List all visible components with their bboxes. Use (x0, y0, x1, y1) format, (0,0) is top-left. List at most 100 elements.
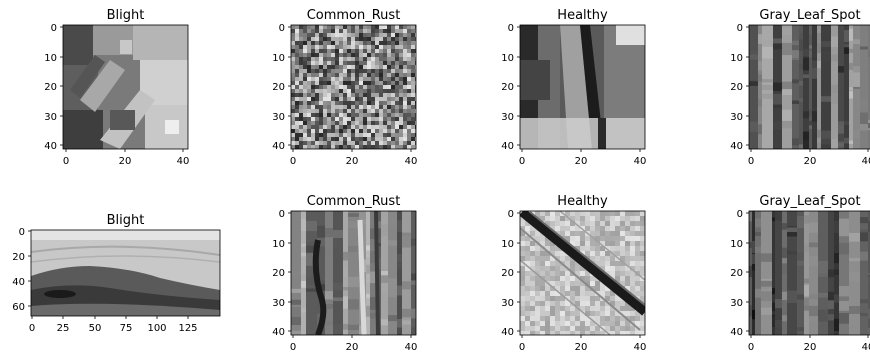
axes-frame (519, 24, 646, 150)
axes-frame (748, 24, 870, 150)
y-tick-label: 40 (272, 327, 285, 338)
y-tick-label: 10 (272, 239, 285, 250)
x-tick-label: 40 (634, 156, 647, 167)
x-tick-label: 20 (346, 156, 359, 167)
x-tick-label: 0 (63, 156, 69, 167)
x-tick-label: 20 (119, 156, 132, 167)
y-tick-label: 0 (737, 209, 743, 220)
y-tick-label: 30 (272, 298, 285, 309)
y-ticks: 0 10 20 30 40 (730, 209, 749, 338)
x-tick-label: 0 (29, 323, 35, 334)
y-tick-label: 30 (44, 112, 57, 123)
y-tick-label: 20 (12, 252, 25, 263)
x-tick-label: 40 (405, 342, 418, 353)
y-tick-label: 0 (279, 23, 285, 34)
y-ticks: 0 10 20 30 40 (44, 23, 63, 152)
x-tick-label: 20 (804, 342, 817, 353)
y-ticks: 0 10 20 30 40 (501, 23, 520, 152)
y-tick-label: 30 (730, 112, 743, 123)
y-tick-label: 60 (12, 302, 25, 313)
y-ticks: 0 10 20 30 40 (272, 209, 291, 338)
x-ticks: 0 20 40 (519, 335, 647, 353)
x-tick-label: 20 (575, 342, 588, 353)
y-tick-label: 20 (730, 82, 743, 93)
y-tick-label: 40 (272, 141, 285, 152)
axes-frame (62, 24, 189, 150)
panel-healthy-2: Healthy 0 20 40 0 10 20 30 40 (501, 194, 646, 353)
panel-gray-leaf-spot-1: Gray_Leaf_Spot 0 20 40 0 10 20 30 40 (730, 8, 870, 167)
y-tick-label: 40 (730, 327, 743, 338)
x-tick-label: 100 (147, 323, 166, 334)
y-tick-label: 0 (279, 209, 285, 220)
x-tick-label: 40 (634, 342, 647, 353)
panel-common-rust-2: Common_Rust 0 20 40 0 10 20 30 40 (272, 194, 418, 353)
y-tick-label: 40 (44, 141, 57, 152)
y-tick-label: 10 (501, 239, 514, 250)
y-tick-label: 0 (508, 23, 514, 34)
x-tick-label: 0 (519, 156, 525, 167)
x-tick-label: 40 (862, 342, 870, 353)
y-ticks: 0 10 20 30 40 (272, 23, 291, 152)
leaf-image (749, 211, 870, 335)
y-tick-label: 0 (19, 227, 25, 238)
panel-title: Healthy (557, 8, 608, 23)
y-ticks: 0 20 40 60 (12, 227, 31, 313)
x-tick-label: 20 (346, 342, 359, 353)
panel-title: Blight (107, 213, 145, 228)
panel-title: Healthy (557, 194, 608, 209)
y-tick-label: 20 (272, 268, 285, 279)
axes-frame (290, 24, 417, 150)
y-tick-label: 30 (501, 112, 514, 123)
x-tick-label: 125 (178, 323, 197, 334)
panel-title: Common_Rust (307, 8, 401, 23)
y-tick-label: 30 (730, 298, 743, 309)
x-tick-label: 0 (748, 342, 754, 353)
y-tick-label: 30 (272, 112, 285, 123)
x-tick-label: 40 (405, 156, 418, 167)
y-tick-label: 20 (501, 268, 514, 279)
x-ticks: 0 20 40 (63, 149, 190, 167)
y-tick-label: 30 (501, 298, 514, 309)
axes-frame (290, 210, 417, 336)
x-tick-label: 75 (120, 323, 133, 334)
x-tick-label: 0 (290, 342, 296, 353)
x-tick-label: 40 (177, 156, 190, 167)
x-tick-label: 0 (519, 342, 525, 353)
y-tick-label: 10 (730, 53, 743, 64)
panel-gray-leaf-spot-2: Gray_Leaf_Spot 0 20 40 0 10 20 30 40 (730, 194, 870, 353)
x-tick-label: 20 (575, 156, 588, 167)
x-tick-label: 20 (804, 156, 817, 167)
x-tick-label: 50 (89, 323, 102, 334)
x-ticks: 0 20 40 (290, 335, 418, 353)
x-ticks: 0 20 40 (290, 149, 418, 167)
y-tick-label: 20 (730, 268, 743, 279)
leaf-image (520, 211, 645, 335)
y-tick-label: 40 (501, 141, 514, 152)
panel-blight-1: Blight 0 20 40 0 10 20 30 40 (44, 8, 189, 167)
y-tick-label: 0 (508, 209, 514, 220)
leaf-image (291, 25, 416, 149)
x-ticks: 0 25 50 75 100 125 (29, 316, 198, 334)
y-tick-label: 40 (12, 277, 25, 288)
y-tick-label: 10 (501, 53, 514, 64)
y-tick-label: 0 (51, 23, 57, 34)
leaf-image (291, 211, 416, 335)
panel-title: Gray_Leaf_Spot (759, 8, 860, 23)
axes-frame (519, 210, 646, 336)
panel-title: Common_Rust (307, 194, 401, 209)
axes-frame (30, 229, 221, 317)
panel-healthy-1: Healthy 0 20 40 0 10 20 30 40 (501, 8, 646, 167)
x-ticks: 0 20 40 (519, 149, 647, 167)
panel-title: Gray_Leaf_Spot (759, 194, 860, 209)
axes-frame (748, 210, 870, 336)
panel-blight-2: Blight 0 25 50 75 100 125 0 20 40 60 (12, 213, 221, 334)
leaf-image (520, 25, 645, 149)
y-tick-label: 20 (501, 82, 514, 93)
y-tick-label: 10 (44, 53, 57, 64)
y-tick-label: 40 (730, 141, 743, 152)
y-tick-label: 0 (737, 23, 743, 34)
y-tick-label: 10 (272, 53, 285, 64)
x-tick-label: 40 (862, 156, 870, 167)
leaf-image (749, 25, 870, 149)
